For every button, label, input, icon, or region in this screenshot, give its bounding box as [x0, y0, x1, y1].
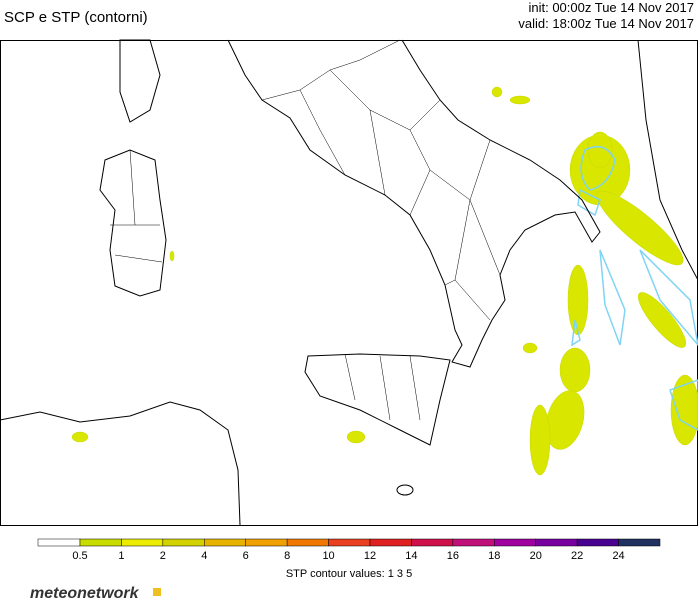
scp-area	[509, 95, 531, 105]
colorbar-label: 18	[488, 550, 500, 562]
corsica-coast	[119, 39, 161, 123]
stp-contour	[599, 249, 626, 346]
colorbar-label: 16	[447, 550, 459, 562]
balkan-coast	[637, 39, 698, 281]
stp-note: STP contour values: 1 3 5	[286, 568, 412, 580]
stp-contour	[577, 188, 601, 217]
valid-time: valid: 18:00z Tue 14 Nov 2017	[518, 16, 694, 31]
scp-area	[346, 430, 366, 444]
sicily-coast	[304, 353, 451, 446]
colorbar-segment	[411, 538, 454, 547]
colorbar-label: 14	[405, 550, 417, 562]
coastlines	[0, 39, 698, 526]
scp-area	[670, 374, 698, 446]
colorbar-segment	[535, 538, 578, 547]
scp-area	[491, 86, 503, 98]
scp-areas	[71, 86, 698, 476]
init-time: init: 00:00z Tue 14 Nov 2017	[528, 0, 694, 15]
stp-contours	[571, 145, 698, 431]
colorbar-label: 10	[322, 550, 334, 562]
scp-area	[587, 131, 613, 169]
colorbar-segment	[494, 538, 536, 547]
colorbar-segment	[79, 538, 122, 547]
sardinia-coast	[99, 149, 167, 297]
stp-contour	[580, 145, 616, 191]
scp-area	[559, 347, 591, 393]
colorbar-label: 1	[118, 550, 124, 562]
title: SCP e STP (contorni)	[4, 9, 148, 26]
colorbar-segment	[245, 538, 288, 547]
colorbar-label: 24	[612, 550, 624, 562]
colorbar-segment	[37, 538, 81, 547]
region-borders	[110, 39, 501, 421]
colorbar-segment	[204, 538, 246, 547]
scp-area	[596, 190, 684, 266]
scp-area	[545, 390, 585, 450]
colorbar-segment	[452, 538, 495, 547]
colorbar-label: 20	[530, 550, 542, 562]
colorbar-segment	[162, 538, 205, 547]
colorbar-label: 0.5	[72, 550, 87, 562]
stp-contour	[571, 319, 581, 347]
colorbar-segment	[576, 538, 619, 547]
scp-area	[522, 342, 538, 354]
colorbar-label: 8	[284, 550, 290, 562]
stp-contour	[639, 249, 698, 347]
colorbar-label: 2	[160, 550, 166, 562]
malta-coast	[396, 484, 414, 496]
colorbar-label: 6	[243, 550, 249, 562]
colorbar-segment	[121, 538, 164, 547]
colorbar: 0.5 1 2 4 6 8 10 12 14 16 18 20 22 24	[37, 538, 661, 562]
stp-contour	[669, 379, 698, 431]
scp-area	[71, 431, 89, 443]
map-frame	[0, 40, 698, 526]
colorbar-label: 12	[364, 550, 376, 562]
colorbar-segment	[618, 538, 661, 547]
colorbar-label: 22	[571, 550, 583, 562]
logo: meteonetwork	[30, 585, 140, 600]
colorbar-label: 4	[201, 550, 207, 562]
scp-area	[637, 292, 687, 348]
logo-square	[153, 588, 161, 596]
colorbar-segment	[328, 538, 371, 547]
scp-area	[169, 250, 175, 262]
italy-coast	[227, 39, 601, 368]
scp-area	[567, 264, 589, 336]
africa-coast	[0, 401, 241, 526]
map	[0, 39, 698, 526]
colorbar-segment	[369, 538, 412, 547]
scp-area	[529, 404, 551, 476]
colorbar-segment	[286, 538, 329, 547]
